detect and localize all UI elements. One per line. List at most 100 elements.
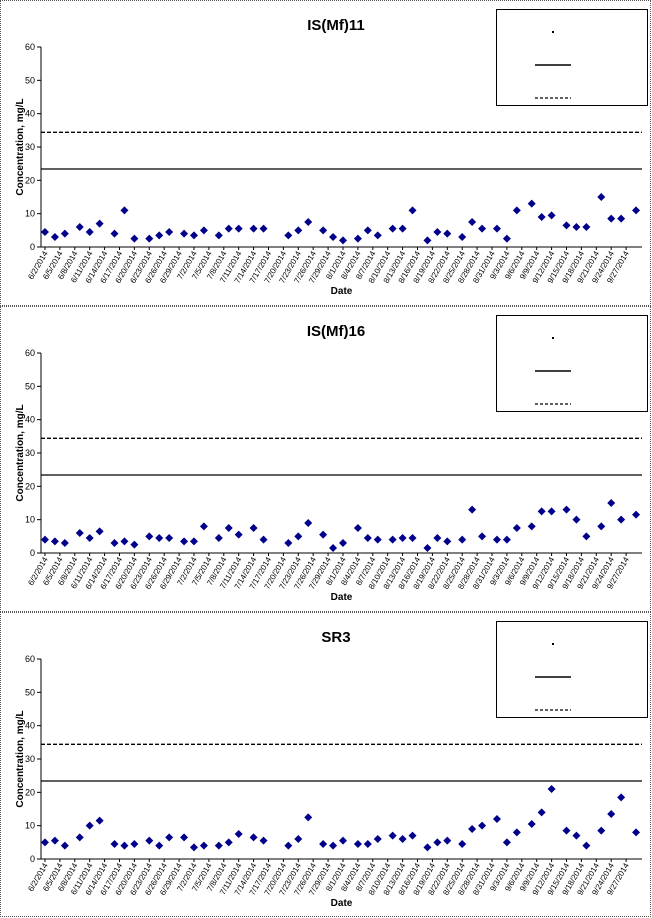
data-point [224,524,233,532]
data-point [408,534,417,542]
chart-panel-3: SR3 0 10 20 30 40 50 60 6/2/2014 6/5/2014 6/8/201… [0,612,651,917]
data-point [199,522,208,531]
data-point [492,535,501,544]
data-point [294,226,303,235]
data-point [617,214,626,223]
data-point [373,535,382,544]
y-tick-label: 40 [25,109,35,119]
data-point [60,841,69,850]
data-point [130,840,139,848]
data-point [155,231,164,240]
data-point [597,826,606,835]
data-point [478,821,487,830]
data-point [145,532,154,541]
data-point [632,206,641,215]
data-point [199,841,208,850]
data-point [110,539,119,547]
chart-title: IS(Mf)16 [306,323,366,340]
data-point [512,524,521,532]
data-point [423,544,432,552]
data-point [632,828,641,837]
data-point [294,532,303,541]
data-point [284,841,293,850]
legend-entry-marker [497,636,647,652]
solid-line-icon [535,676,571,678]
data-point [632,510,641,519]
data-point [145,234,154,243]
data-point [180,833,189,842]
data-point [329,841,338,850]
data-point [294,835,303,843]
data-point [338,236,347,245]
x-axis-label: Date [331,592,353,603]
data-point [50,836,59,845]
y-tick-label: 20 [25,175,35,185]
y-tick-label: 60 [25,654,35,664]
legend-box [496,621,648,718]
data-point [145,836,154,845]
y-tick-label: 50 [25,75,35,85]
y-axis-label: Concentration, mg/L [15,404,26,501]
solid-line-icon [535,64,571,66]
data-point [214,534,223,542]
y-tick-label: 60 [25,42,35,52]
data-point [398,224,407,233]
x-axis-label: Date [331,286,353,297]
data-point [353,234,362,243]
data-point [50,537,59,546]
legend-entry-solid-line [497,57,647,73]
data-point [95,219,104,228]
data-point [120,206,129,215]
data-point [527,820,536,828]
data-point [85,821,94,830]
data-point [527,199,536,208]
data-point [617,515,626,524]
data-point [234,830,243,838]
data-point [110,229,119,238]
data-point [582,841,591,850]
data-point [433,838,442,847]
data-point [458,535,467,544]
data-point [562,505,571,514]
data-point [259,836,268,845]
data-point [259,535,268,544]
data-point [75,833,84,842]
data-point [607,214,616,223]
chart-panel-1: IS(Mf)11 0 10 20 30 40 50 60 6/2/2014 6/5/2014 6/… [0,0,651,306]
data-point [85,228,94,236]
data-point [189,537,198,546]
data-point [180,229,189,238]
data-point [165,228,174,236]
legend-entry-dashed-line [497,702,647,718]
data-point [512,206,521,215]
data-point [492,815,501,823]
data-point [234,530,243,539]
data-point [319,840,328,848]
data-point [398,534,407,542]
y-axis-label: Concentration, mg/L [15,710,26,807]
solid-line-icon [535,370,571,372]
y-axis-label: Concentration, mg/L [15,98,26,195]
data-point [388,831,397,840]
data-point [60,539,69,547]
data-point [527,522,536,531]
diamond-marker-icon [552,31,554,33]
legend-entry-dashed-line [497,396,647,412]
dashed-line-icon [535,97,571,99]
data-point [458,840,467,848]
data-point [373,231,382,240]
data-point [458,233,467,241]
data-point [199,226,208,235]
data-point [155,534,164,542]
data-point [40,838,49,847]
y-tick-label: 20 [25,787,35,797]
y-tick-label: 10 [25,209,35,219]
data-point [249,224,258,233]
data-point [304,813,313,822]
data-point [388,224,397,233]
data-point [468,825,477,833]
chart-plot: 01020304050606/2/20146/5/20146/8/20146/1… [15,348,642,603]
data-point [249,524,258,532]
y-tick-label: 20 [25,481,35,491]
data-point [353,524,362,532]
